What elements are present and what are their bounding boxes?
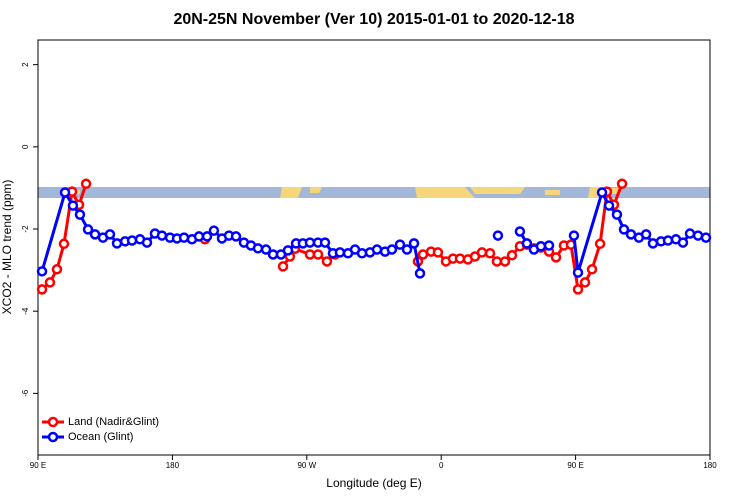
data-point <box>568 230 580 241</box>
data-point <box>208 225 220 236</box>
data-point <box>594 238 606 250</box>
data-point <box>414 268 426 279</box>
data-point <box>277 261 289 272</box>
data-point <box>312 249 324 260</box>
data-point <box>394 239 406 250</box>
data-point <box>126 235 138 246</box>
data-point <box>408 238 420 249</box>
data-point <box>492 230 504 241</box>
data-point <box>677 237 689 248</box>
x-axis-label: Longitude (deg E) <box>326 476 421 490</box>
y-axis-label: XCO2 - MLO trend (ppm) <box>0 180 14 315</box>
data-point <box>491 256 503 267</box>
x-tick-label: 0 <box>439 461 444 470</box>
data-point <box>36 284 48 295</box>
data-point <box>514 226 526 237</box>
x-tick-label: 90 W <box>297 461 316 470</box>
data-point <box>319 237 331 248</box>
data-point <box>74 209 86 220</box>
data-point <box>543 240 555 251</box>
data-point <box>260 244 272 255</box>
data-point <box>401 244 413 255</box>
legend-marker <box>47 431 59 443</box>
data-point <box>572 267 584 278</box>
data-point <box>141 237 153 248</box>
data-point <box>36 266 48 277</box>
data-point <box>304 237 316 248</box>
chart-title: 20N-25N November (Ver 10) 2015-01-01 to … <box>173 11 574 28</box>
data-point <box>111 238 123 249</box>
data-point <box>80 178 92 190</box>
data-point <box>506 250 518 261</box>
data-point <box>282 245 294 256</box>
data-point <box>44 277 56 288</box>
data-point <box>499 256 511 267</box>
data-point <box>596 187 608 198</box>
data-point <box>432 247 444 258</box>
data-point <box>321 256 333 267</box>
data-point <box>616 178 628 190</box>
legend-label: Ocean (Glint) <box>68 431 133 443</box>
data-point <box>304 249 316 260</box>
data-point <box>700 232 712 243</box>
legend-label: Land (Nadir&Glint) <box>68 416 159 428</box>
data-point <box>230 231 242 242</box>
x-tick-label: 90 E <box>567 461 583 470</box>
data-point <box>252 243 264 254</box>
data-point <box>156 230 168 241</box>
plot-frame <box>37 39 711 456</box>
data-point <box>484 248 496 259</box>
x-tick-label: 180 <box>166 461 180 470</box>
data-point <box>386 244 398 255</box>
data-point <box>67 200 79 211</box>
data-point <box>535 241 547 252</box>
y-tick-label: -6 <box>21 389 30 397</box>
data-point <box>193 231 205 242</box>
data-point <box>640 229 652 240</box>
legend-marker <box>47 416 59 428</box>
data-point <box>579 277 591 288</box>
data-point <box>51 264 63 275</box>
data-point <box>334 247 346 258</box>
data-point <box>662 235 674 246</box>
data-point <box>417 249 429 260</box>
data-point <box>618 224 630 235</box>
data-point <box>684 228 696 239</box>
data-point <box>647 238 659 249</box>
y-tick-label: -2 <box>21 225 30 233</box>
data-point <box>201 231 213 242</box>
y-tick-label: 2 <box>21 62 30 67</box>
x-tick-label: 180 <box>703 461 717 470</box>
data-point <box>572 284 584 295</box>
y-tick-label: 0 <box>21 144 30 149</box>
legend: Land (Nadir&Glint) Ocean (Glint) <box>42 416 159 443</box>
y-tick-label: -4 <box>21 307 30 315</box>
data-point <box>104 229 116 240</box>
data-point <box>586 264 598 275</box>
data-point <box>82 224 94 235</box>
data-point <box>611 209 623 220</box>
data-point <box>603 200 615 211</box>
data-point <box>521 238 533 249</box>
x-tick-label: 90 E <box>30 461 46 470</box>
data-point <box>476 247 488 258</box>
data-point <box>550 252 562 263</box>
map-strip <box>38 187 710 198</box>
data-point <box>59 187 71 198</box>
data-point <box>371 244 383 255</box>
data-point <box>58 238 70 250</box>
